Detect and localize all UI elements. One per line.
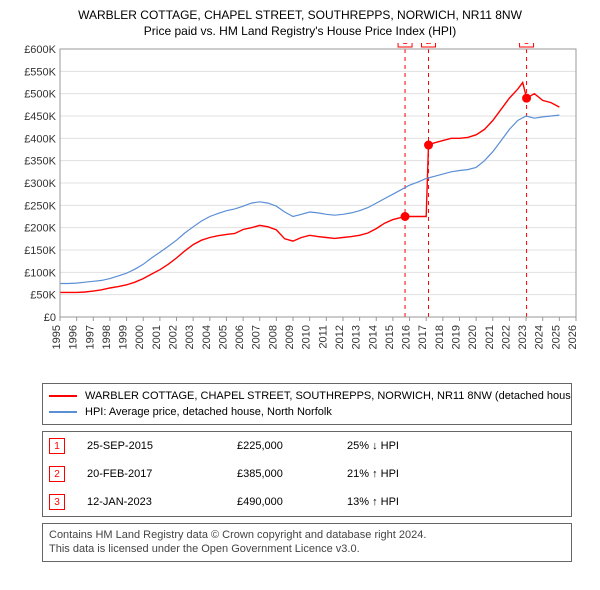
x-tick-label: 2004	[201, 325, 213, 349]
event-diff: 13% ↑ HPI	[347, 496, 565, 508]
x-tick-label: 2003	[184, 325, 196, 349]
event-row: 3 12-JAN-2023£490,00013% ↑ HPI	[43, 488, 571, 516]
x-tick-label: 2011	[317, 325, 329, 349]
legend-item: WARBLER COTTAGE, CHAPEL STREET, SOUTHREP…	[49, 388, 565, 404]
y-tick-label: £400K	[24, 134, 56, 146]
x-tick-label: 2002	[168, 325, 180, 349]
x-tick-label: 2022	[500, 325, 512, 349]
event-date: 25-SEP-2015	[87, 440, 237, 452]
chart-title: WARBLER COTTAGE, CHAPEL STREET, SOUTHREP…	[14, 8, 586, 39]
svg-text:3: 3	[524, 43, 530, 47]
event-diff: 21% ↑ HPI	[347, 468, 565, 480]
legend-swatch	[49, 411, 77, 413]
event-badge: 3	[520, 43, 534, 47]
y-tick-label: £50K	[30, 290, 56, 302]
legend-swatch	[49, 395, 77, 397]
y-tick-label: £500K	[24, 89, 56, 101]
event-row: 2 20-FEB-2017£385,00021% ↑ HPI	[43, 460, 571, 488]
footer-line-2: This data is licensed under the Open Gov…	[49, 542, 565, 556]
x-tick-label: 2017	[417, 325, 429, 349]
price-marker	[523, 94, 531, 102]
x-tick-label: 2020	[467, 325, 479, 349]
y-tick-label: £300K	[24, 178, 56, 190]
x-tick-label: 1997	[84, 325, 96, 349]
legend-box: WARBLER COTTAGE, CHAPEL STREET, SOUTHREP…	[42, 383, 572, 425]
y-tick-label: £150K	[24, 245, 56, 257]
x-tick-label: 2023	[517, 325, 529, 349]
x-tick-label: 1995	[51, 325, 63, 349]
y-tick-label: £450K	[24, 111, 56, 123]
x-tick-label: 2015	[384, 325, 396, 349]
event-price: £225,000	[237, 440, 347, 452]
event-price: £385,000	[237, 468, 347, 480]
x-tick-label: 1999	[118, 325, 130, 349]
event-date: 12-JAN-2023	[87, 496, 237, 508]
x-tick-label: 2026	[567, 325, 579, 349]
svg-text:1: 1	[402, 43, 408, 47]
event-badge: 1	[398, 43, 412, 47]
x-tick-label: 1996	[68, 325, 80, 349]
x-tick-label: 2013	[351, 325, 363, 349]
y-tick-label: £600K	[24, 44, 56, 56]
x-tick-label: 2005	[217, 325, 229, 349]
x-tick-label: 2018	[434, 325, 446, 349]
x-tick-label: 2019	[450, 325, 462, 349]
event-date: 20-FEB-2017	[87, 468, 237, 480]
x-tick-label: 2001	[151, 325, 163, 349]
x-tick-label: 2014	[367, 325, 379, 349]
x-tick-label: 2025	[550, 325, 562, 349]
chart-area: £0 £50K £100K £150K £200K £250K £300K £350K £400…	[14, 43, 586, 377]
title-line-2: Price paid vs. HM Land Registry's House …	[14, 24, 586, 40]
x-tick-label: 2000	[134, 325, 146, 349]
x-tick-label: 2010	[301, 325, 313, 349]
y-tick-label: £350K	[24, 156, 56, 168]
x-tick-label: 2009	[284, 325, 296, 349]
x-tick-label: 1998	[101, 325, 113, 349]
event-badge: 2	[422, 43, 436, 47]
x-tick-label: 2012	[334, 325, 346, 349]
title-line-1: WARBLER COTTAGE, CHAPEL STREET, SOUTHREP…	[14, 8, 586, 24]
price-marker	[401, 213, 409, 221]
series-hpi	[60, 115, 559, 283]
chart-svg: £0 £50K £100K £150K £200K £250K £300K £350K £400…	[14, 43, 586, 377]
legend-and-tables: WARBLER COTTAGE, CHAPEL STREET, SOUTHREP…	[42, 383, 572, 562]
event-price: £490,000	[237, 496, 347, 508]
legend-label: WARBLER COTTAGE, CHAPEL STREET, SOUTHREP…	[85, 390, 572, 402]
y-tick-label: £200K	[24, 223, 56, 235]
y-tick-label: £100K	[24, 268, 56, 280]
legend-item: HPI: Average price, detached house, Nort…	[49, 404, 565, 420]
x-tick-label: 2008	[267, 325, 279, 349]
footer-box: Contains HM Land Registry data © Crown c…	[42, 523, 572, 562]
x-tick-label: 2021	[484, 325, 496, 349]
x-tick-label: 2006	[234, 325, 246, 349]
footer-line-1: Contains HM Land Registry data © Crown c…	[49, 528, 565, 542]
page: WARBLER COTTAGE, CHAPEL STREET, SOUTHREP…	[0, 0, 600, 590]
events-table: 1 25-SEP-2015£225,00025% ↓ HPI 2 20-FEB-201…	[42, 431, 572, 517]
event-diff: 25% ↓ HPI	[347, 440, 565, 452]
svg-text:2: 2	[426, 43, 432, 47]
event-badge-cell: 2	[49, 466, 65, 482]
x-tick-label: 2016	[401, 325, 413, 349]
legend-label: HPI: Average price, detached house, Nort…	[85, 406, 332, 418]
event-badge-cell: 1	[49, 438, 65, 454]
y-tick-label: £0	[44, 312, 56, 324]
price-marker	[425, 141, 433, 149]
x-tick-label: 2024	[534, 325, 546, 349]
y-tick-label: £550K	[24, 67, 56, 79]
series-subject	[60, 83, 559, 293]
x-tick-label: 2007	[251, 325, 263, 349]
event-row: 1 25-SEP-2015£225,00025% ↓ HPI	[43, 432, 571, 460]
y-tick-label: £250K	[24, 201, 56, 213]
event-badge-cell: 3	[49, 494, 65, 510]
